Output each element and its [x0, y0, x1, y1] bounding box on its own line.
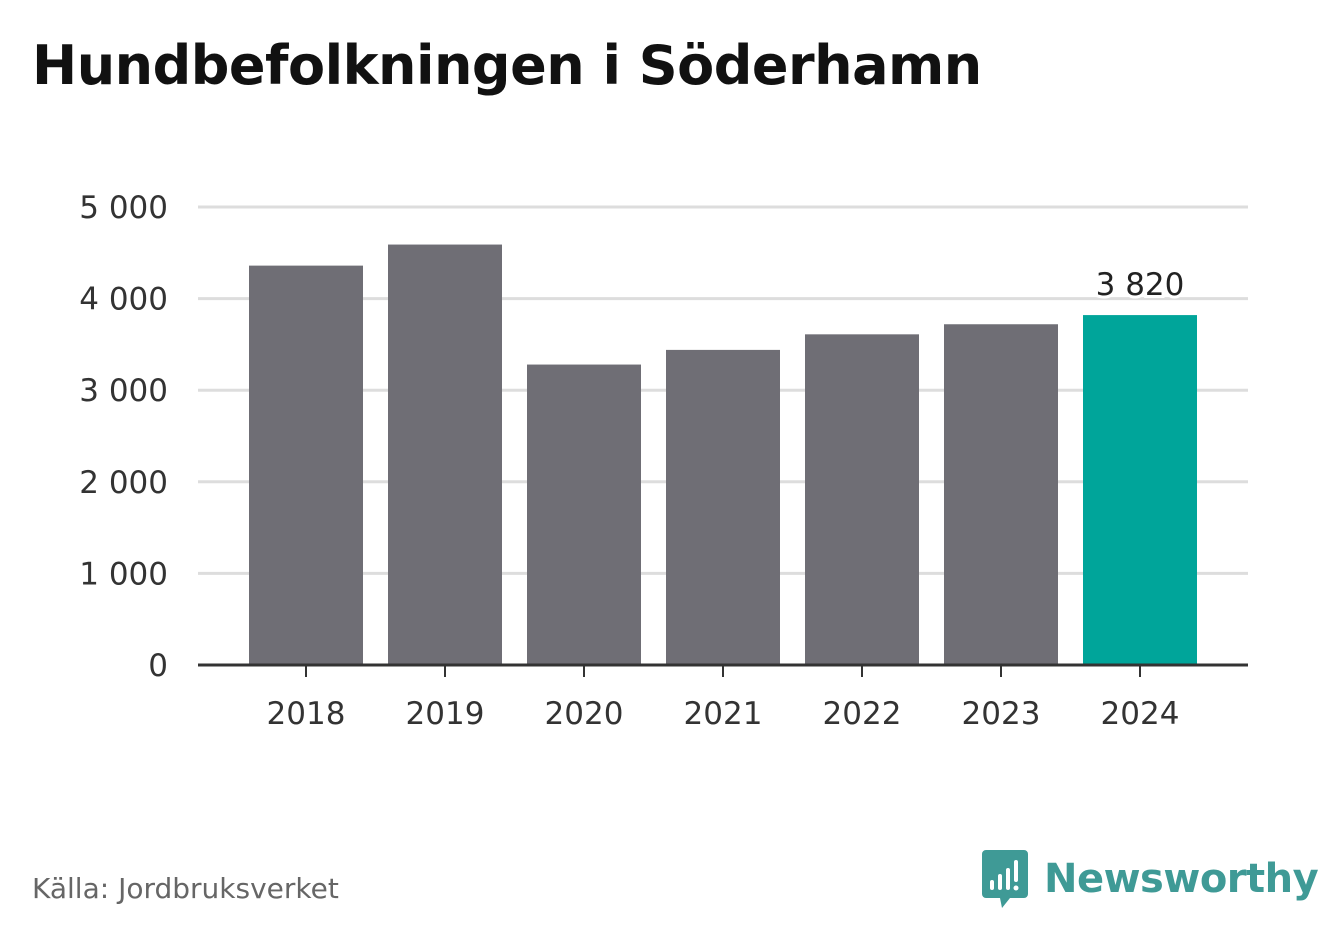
bar-2019	[388, 244, 502, 665]
y-tick-label: 1 000	[79, 556, 168, 592]
bar-2023	[944, 324, 1058, 665]
brand-name: Newsworthy	[1044, 856, 1319, 902]
y-axis-ticks: 0 1 000 2 000 3 000 4 000 5 000	[79, 190, 168, 684]
x-tick-label: 2019	[406, 696, 485, 732]
y-tick-label: 3 000	[79, 373, 168, 409]
data-labels: 3 820	[1093, 264, 1188, 306]
bar-2020	[527, 364, 641, 665]
x-tick-label: 2021	[684, 696, 763, 732]
y-tick-label: 4 000	[79, 282, 168, 318]
x-tick-label: 2022	[823, 696, 902, 732]
data-label: 3 820	[1096, 267, 1185, 303]
bar-2021	[666, 349, 780, 665]
brand-logo: Newsworthy	[980, 848, 1319, 910]
x-axis-ticks: 2018 2019 2020 2021 2022 2023 2024	[267, 665, 1180, 732]
y-tick-label: 2 000	[79, 465, 168, 501]
bars	[249, 244, 1197, 665]
bar-2022	[805, 334, 919, 665]
chart-title: Hundbefolkningen i Söderhamn	[32, 34, 982, 97]
y-tick-label: 0	[148, 648, 168, 684]
source-note: Källa: Jordbruksverket	[32, 872, 339, 905]
bar-2024	[1083, 315, 1197, 665]
y-tick-label: 5 000	[79, 190, 168, 226]
x-tick-label: 2024	[1101, 696, 1180, 732]
x-tick-label: 2018	[267, 696, 346, 732]
newsworthy-logo-icon	[982, 850, 1028, 908]
bar-2018	[249, 265, 363, 665]
x-tick-label: 2023	[962, 696, 1041, 732]
x-tick-label: 2020	[545, 696, 624, 732]
